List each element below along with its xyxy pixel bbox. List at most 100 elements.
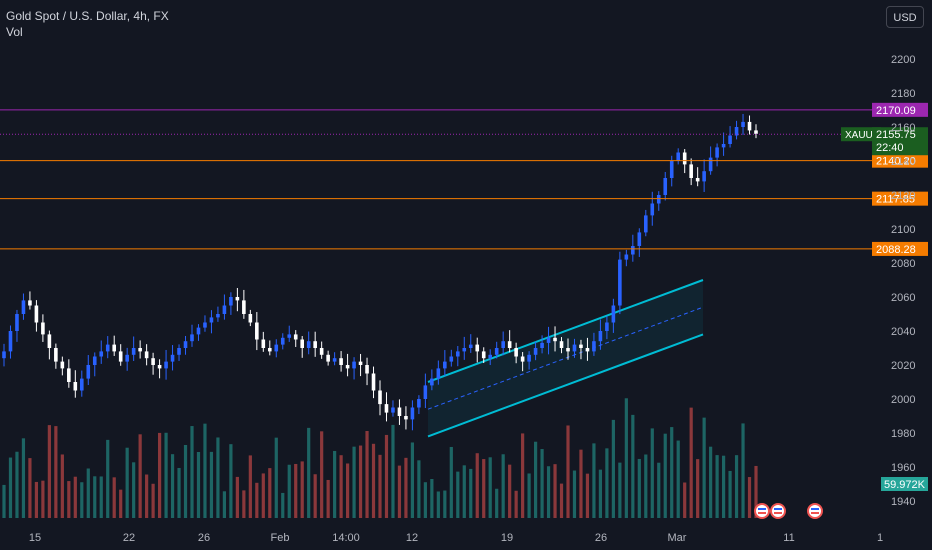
- candle-body: [242, 300, 246, 314]
- candle-body: [170, 354, 175, 362]
- volume-bar: [585, 473, 590, 518]
- channel-lower-line: [427, 333, 704, 438]
- x-tick-label: 26: [198, 532, 210, 544]
- volume-bar: [709, 446, 713, 518]
- horizontal-levels: 2170.092155.322140.202117.852088.28XAUUS…: [0, 102, 928, 491]
- volume-bar: [747, 477, 752, 518]
- candle-body: [410, 407, 415, 420]
- y-tick-label: 2040: [891, 326, 915, 338]
- volume-bar: [644, 454, 648, 518]
- volume-bar: [663, 433, 667, 518]
- candle-body: [650, 203, 655, 216]
- candle-body: [345, 365, 350, 369]
- candle-body: [34, 305, 39, 323]
- x-tick-label: 14:00: [332, 532, 360, 544]
- channel-upper-line: [427, 279, 704, 383]
- symbol-tag-box: [841, 127, 881, 142]
- volume-bar: [268, 468, 272, 518]
- candle-body: [339, 358, 343, 365]
- y-tick-label: 2180: [891, 88, 915, 100]
- volume-bar: [371, 443, 376, 518]
- volume-bar: [47, 425, 51, 518]
- axes: 1940 1960 1980 2000 2020 2040 2060 2080 2100 2120…: [29, 54, 916, 544]
- candle-body: [352, 361, 356, 369]
- candle-body: [378, 390, 382, 405]
- candle-body: [572, 344, 577, 352]
- volume-bar: [495, 488, 499, 518]
- volume-bar: [540, 449, 544, 518]
- candle-body: [67, 368, 71, 382]
- candle-body: [540, 342, 544, 348]
- volume-bar: [209, 451, 214, 518]
- candle-body: [358, 361, 363, 365]
- volume-bar: [650, 428, 654, 518]
- volume-bar: [728, 470, 732, 518]
- volume-bar: [28, 458, 32, 518]
- y-tick-label: 2000: [891, 394, 915, 406]
- x-tick-label: 15: [29, 532, 41, 544]
- volume-bar: [734, 455, 739, 518]
- candle-body: [196, 327, 201, 335]
- volume-indicator-label: Vol: [6, 25, 23, 39]
- volume-bar: [430, 478, 434, 518]
- candle-body: [209, 317, 214, 323]
- volume-bar: [41, 480, 45, 518]
- volume-bar: [320, 431, 324, 518]
- volume-bar: [229, 444, 233, 518]
- volume-bar: [657, 462, 661, 518]
- volume-bar: [132, 462, 136, 518]
- volume-bar: [203, 423, 207, 518]
- last-price-box: [872, 127, 928, 156]
- candle-body: [520, 356, 525, 362]
- countdown-label: 22:40: [876, 142, 904, 154]
- volume-bar: [80, 482, 84, 518]
- candle-body: [449, 356, 454, 362]
- volume-bar: [689, 407, 693, 518]
- candle-body: [47, 334, 52, 348]
- candle-body: [261, 339, 266, 348]
- currency-button[interactable]: USD: [886, 6, 924, 28]
- candle-body: [248, 314, 253, 323]
- level-label-box: [872, 102, 928, 117]
- level-label: 2088.28: [876, 244, 916, 256]
- candle-body: [592, 341, 596, 352]
- candle-body: [255, 322, 259, 340]
- candle-body: [41, 322, 45, 335]
- volume-bar: [553, 464, 557, 518]
- volume-bar: [170, 454, 175, 518]
- volume-bar: [527, 473, 531, 518]
- volume-bar: [436, 491, 440, 518]
- candle-body: [371, 373, 376, 391]
- volume-bar: [533, 441, 538, 518]
- candle-body: [306, 341, 311, 348]
- candle-body: [689, 164, 693, 178]
- candle-body: [177, 348, 181, 355]
- candle-body: [365, 365, 369, 374]
- candle-body: [611, 305, 616, 323]
- volume-bar: [157, 432, 162, 518]
- candle-body: [79, 378, 84, 391]
- y-tick-label: 2060: [891, 292, 915, 304]
- volume-bar: [365, 430, 369, 518]
- candle-body: [721, 144, 726, 148]
- candle-body: [462, 348, 467, 352]
- volume-bar: [676, 440, 680, 518]
- volume-bar: [287, 464, 291, 518]
- us-flag-event-icon: [807, 503, 823, 519]
- volume-bar: [566, 425, 570, 518]
- candle-body: [455, 351, 460, 357]
- candle-body: [605, 322, 609, 331]
- candle-body: [494, 348, 499, 355]
- y-tick-label: 1940: [891, 496, 915, 508]
- volume-bar: [579, 449, 583, 518]
- volume-bar: [384, 434, 389, 518]
- volume-bar: [15, 451, 19, 518]
- candle-body: [222, 305, 227, 314]
- volume-bars: [2, 398, 758, 518]
- y-tick-label: 1960: [891, 462, 915, 474]
- volume-bar: [8, 457, 13, 518]
- candle-body: [546, 337, 551, 343]
- candle-body: [695, 178, 700, 182]
- volume-bar: [559, 483, 564, 518]
